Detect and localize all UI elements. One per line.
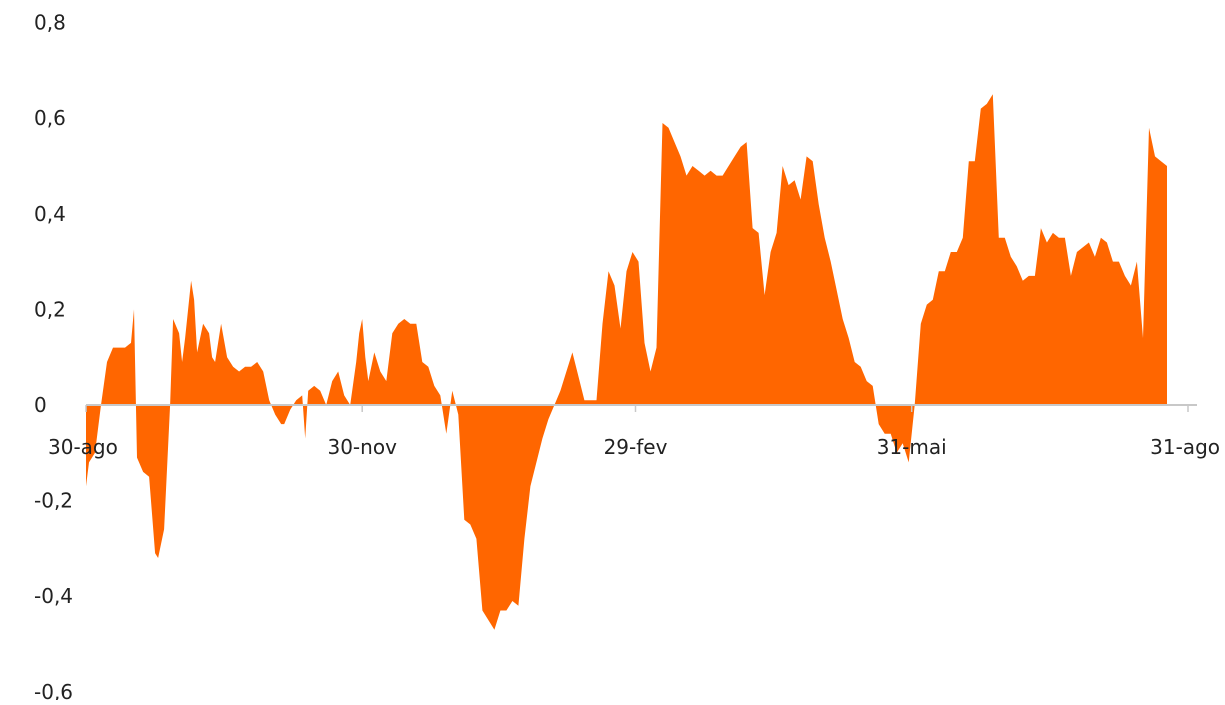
x-tick-label: 30-ago [48, 435, 118, 459]
area-series-0 [86, 94, 1167, 630]
y-tick-label: 0 [34, 393, 47, 417]
x-axis-tick-labels: 30-ago 30-nov 29-fev 31-mai 31-ago [48, 435, 1220, 459]
y-axis-tick-labels: 0,8 0,6 0,4 0,2 0 -0,2 -0,4 -0,6 [34, 11, 73, 704]
x-tick-label: 31-ago [1150, 435, 1220, 459]
y-tick-label: 0,8 [34, 11, 66, 35]
y-tick-label: 0,4 [34, 202, 66, 226]
y-tick-label: 0,6 [34, 106, 66, 130]
y-tick-label: -0,6 [34, 680, 73, 700]
y-tick-label: -0,4 [34, 584, 73, 608]
axis-layer [85, 404, 1197, 412]
x-tick-label: 30-nov [327, 435, 397, 459]
x-tick-label: 31-mai [877, 435, 947, 459]
area-series-layer [86, 94, 1167, 630]
x-tick-label: 29-fev [604, 435, 668, 459]
y-tick-label: -0,2 [34, 489, 73, 513]
y-tick-label: 0,2 [34, 297, 66, 321]
